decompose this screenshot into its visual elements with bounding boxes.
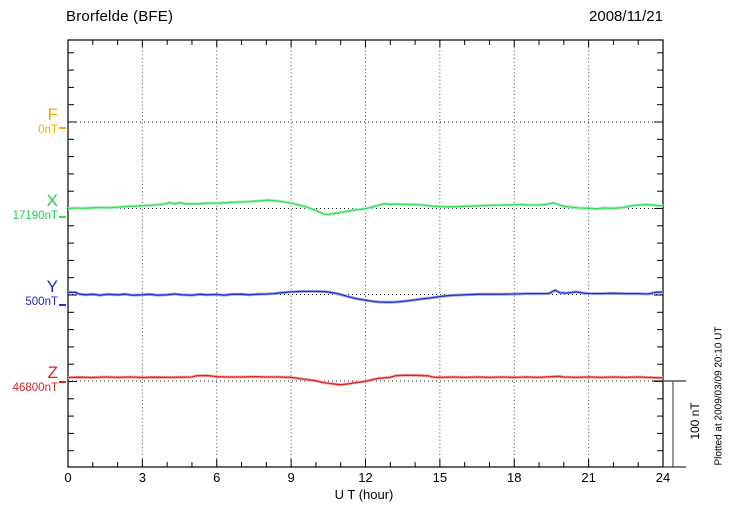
observation-date: 2008/11/21	[589, 8, 663, 25]
component-baseline-value-Y: 500nT	[25, 296, 58, 308]
plotted-at-note: Plotted at 2009/03/09 20:10 UT	[713, 326, 725, 466]
trace-Y	[67, 289, 664, 303]
x-tick-label-18: 18	[507, 470, 522, 485]
component-label-Z: Z 46800nT	[0, 364, 58, 395]
plot-frame	[67, 39, 664, 468]
x-tick-label-3: 3	[138, 470, 146, 485]
station-title: Brorfelde (BFE)	[66, 8, 174, 25]
component-letter-X: X	[46, 191, 58, 210]
component-letter-Y: Y	[46, 277, 58, 296]
component-label-X: X 17190nT	[0, 192, 58, 223]
trace-Z	[67, 374, 664, 386]
x-tick-label-12: 12	[358, 470, 373, 485]
component-baseline-value-F: 0nT	[38, 124, 58, 136]
component-baseline-value-Z: 46800nT	[12, 382, 58, 394]
x-tick-label-0: 0	[64, 470, 72, 485]
component-letter-F: F	[47, 105, 58, 124]
trace-X	[67, 199, 664, 216]
x-tick-label-21: 21	[581, 470, 596, 485]
component-baseline-value-X: 17190nT	[12, 210, 58, 222]
x-tick-label-15: 15	[432, 470, 448, 485]
component-label-F: F 0nT	[0, 106, 58, 137]
scale-bar-label: 100 nT	[688, 402, 702, 440]
x-axis-label: U T (hour)	[334, 487, 394, 502]
component-letter-Z: Z	[47, 363, 58, 382]
x-tick-label-6: 6	[213, 470, 221, 485]
x-tick-label-24: 24	[655, 470, 671, 485]
component-label-Y: Y 500nT	[0, 278, 58, 309]
x-tick-label-9: 9	[287, 470, 295, 485]
